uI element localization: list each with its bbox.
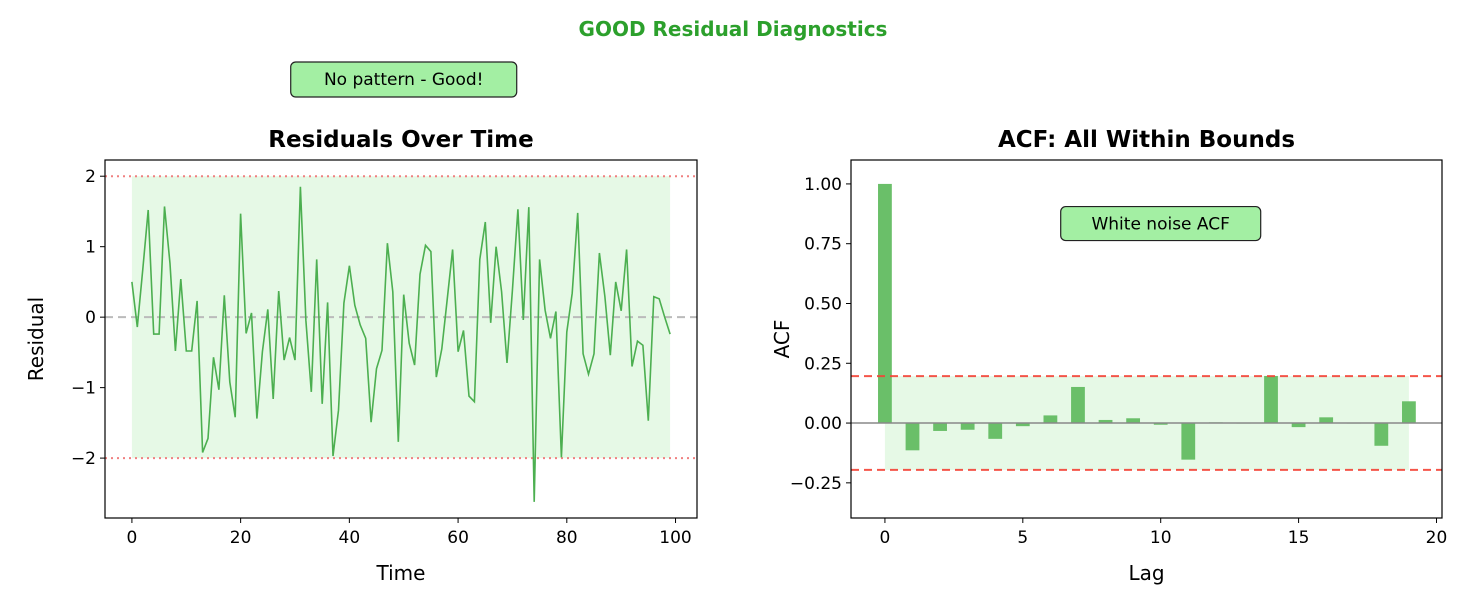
axes-frame [104, 159, 698, 519]
y-tick-label: 0.00 [804, 414, 842, 434]
acf-bar [1291, 423, 1306, 428]
y-tick-label: 0 [85, 308, 96, 328]
annotation-box [1060, 205, 1262, 242]
y-tick-label: 0.50 [804, 294, 842, 314]
x-tick-label: 5 [1017, 528, 1028, 548]
acf-bar [1153, 423, 1168, 425]
acf-bar [1071, 386, 1085, 424]
residuals-axes: 0 20 40 60 80 100 −2 −1 0 1 2 Time Residual Residuals… [24, 61, 698, 585]
acf-bar [1319, 417, 1334, 424]
acf-bar [878, 183, 892, 424]
y-tick-label: −1 [71, 379, 96, 399]
y-tick-label: 0.25 [804, 354, 842, 374]
acf-bar [960, 423, 975, 430]
y-tick-label: 0.75 [804, 235, 842, 255]
acf-bar [1374, 423, 1389, 446]
x-axis-label: Time [376, 561, 426, 585]
x-tick-label: 15 [1288, 528, 1310, 548]
x-tick-label: 20 [230, 528, 252, 548]
annotation-text: No pattern - Good! [324, 70, 484, 90]
axes-title: ACF: All Within Bounds [998, 127, 1295, 153]
acf-bar [1015, 423, 1030, 427]
acf-bar [1126, 418, 1141, 424]
acf-bar [988, 423, 1003, 439]
x-tick-label: 100 [659, 528, 691, 548]
x-tick-label: 10 [1150, 528, 1172, 548]
y-tick-label: 2 [85, 167, 96, 187]
annotation-box [290, 61, 518, 98]
figure-suptitle: GOOD Residual Diagnostics [579, 17, 888, 41]
axes-title: Residuals Over Time [268, 127, 533, 153]
acf-bar [905, 423, 920, 451]
x-tick-label: 40 [339, 528, 361, 548]
x-tick-label: 0 [126, 528, 137, 548]
y-tick-label: −0.25 [790, 474, 842, 494]
residual-line [131, 186, 671, 502]
acf-bar [1181, 423, 1196, 460]
acf-bar [1098, 419, 1113, 424]
y-axis-label: Residual [24, 297, 48, 381]
acf-bar [1043, 415, 1058, 424]
acf-bar [1264, 375, 1278, 424]
axes-frame [850, 159, 1443, 519]
acf-axes: 0 5 10 15 20 −0.25 0.00 0.25 0.50 0.75 1.00 Lag ACF A… [770, 127, 1447, 585]
x-tick-label: 80 [556, 528, 578, 548]
acf-bar [1402, 401, 1416, 424]
y-tick-label: 1 [85, 238, 96, 258]
x-tick-label: 60 [447, 528, 469, 548]
y-axis-label: ACF [770, 320, 794, 359]
y-tick-label: −2 [71, 449, 96, 469]
y-tick-label: 1.00 [804, 175, 842, 195]
x-tick-label: 0 [880, 528, 891, 548]
x-tick-label: 20 [1426, 528, 1448, 548]
annotation-text: White noise ACF [1091, 215, 1229, 235]
acf-bar [933, 423, 947, 431]
x-axis-label: Lag [1128, 561, 1164, 585]
